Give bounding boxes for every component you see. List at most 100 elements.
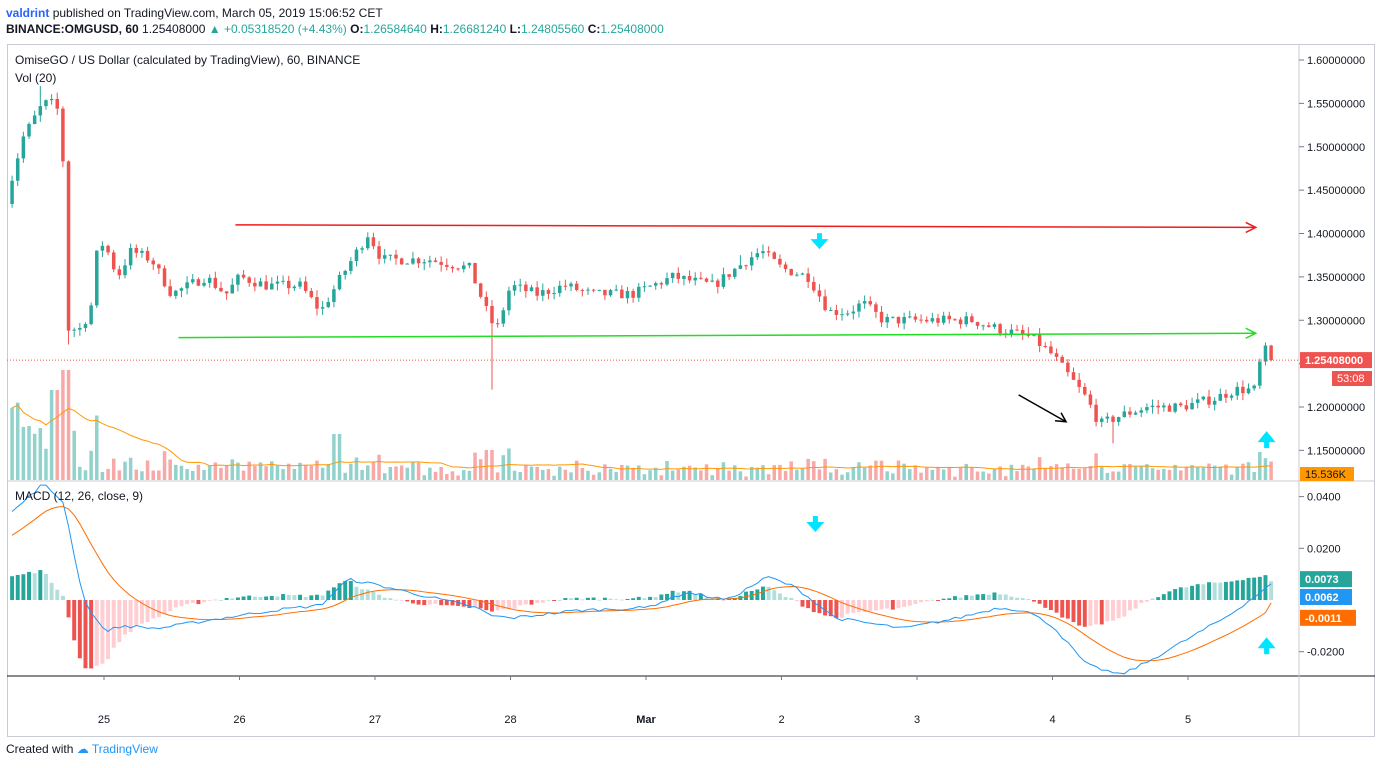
volume-bar <box>123 461 127 480</box>
volume-bar <box>693 467 697 480</box>
pane-titles: OmiseGO / US Dollar (calculated by Tradi… <box>15 53 360 503</box>
macd-histogram-bar <box>185 600 190 605</box>
macd-histogram-bar <box>681 591 686 600</box>
volume-bar <box>337 434 342 480</box>
macd-histogram-bar <box>427 600 432 605</box>
candlesticks <box>10 86 1273 444</box>
volume-bar <box>1207 463 1211 480</box>
macd-histogram-bar <box>168 600 173 612</box>
volume-bar <box>1190 465 1194 480</box>
macd-histogram-bar <box>885 600 890 609</box>
macd-histogram-bar <box>281 594 286 600</box>
macd-histogram-bar <box>580 599 585 601</box>
macd-histogram-bar <box>241 596 246 600</box>
macd-histogram-bar <box>473 600 478 608</box>
tradingview-brand-link[interactable]: TradingView <box>91 742 158 756</box>
candle-body <box>55 98 60 109</box>
volume-bar <box>981 471 985 480</box>
candle-body <box>563 285 568 287</box>
candle-body <box>1009 329 1014 334</box>
macd-line <box>11 484 1272 675</box>
volume-bar <box>529 466 534 480</box>
macd-histogram-bar <box>314 594 319 600</box>
macd-histogram-bar <box>235 597 240 600</box>
candle-body <box>360 248 364 250</box>
candle-body <box>72 329 76 331</box>
volume-bar <box>1269 461 1273 480</box>
candle-body <box>868 301 873 305</box>
macd-histogram-bar <box>557 599 562 601</box>
candle-body <box>388 254 393 256</box>
macd-histogram-bar <box>382 597 387 600</box>
candle-body <box>828 310 833 312</box>
author-link[interactable]: valdrint <box>6 6 50 20</box>
volume-bar <box>298 462 302 480</box>
volume-bar <box>676 469 681 480</box>
time-tick-label: 26 <box>233 714 245 726</box>
volume-bar <box>631 467 635 480</box>
volume-bar <box>21 426 26 480</box>
macd-histogram-bar <box>687 590 692 600</box>
macd-histogram-bar <box>619 599 624 601</box>
signal-last-label: -0.0011 <box>1305 613 1342 625</box>
volume-bar <box>1083 468 1087 480</box>
volume-bar <box>264 466 268 480</box>
volume-bar <box>541 469 545 480</box>
candle-body <box>179 288 184 291</box>
candle-body <box>1111 416 1115 422</box>
candle-body <box>191 279 195 283</box>
volume-bar <box>1111 471 1115 480</box>
macd-histogram-bar <box>258 597 263 600</box>
volume-bar <box>761 465 765 480</box>
candle-body <box>947 315 952 320</box>
volume-label-bg <box>1300 467 1354 481</box>
volume-bar <box>275 465 280 480</box>
volume-bar <box>727 470 731 480</box>
candle-body <box>416 258 421 264</box>
candle-body <box>569 283 573 287</box>
candle-body <box>411 258 415 264</box>
candle-body <box>428 260 432 263</box>
volume-bar <box>597 472 602 480</box>
candle-body <box>456 268 460 270</box>
volume-bar <box>382 473 387 480</box>
chart-canvas[interactable]: 1.60000000 1.55000000 1.50000000 1.45000000… <box>0 0 1381 742</box>
macd-histogram-bar <box>15 574 20 600</box>
candle-body <box>1122 411 1127 418</box>
volume-bar <box>55 390 60 480</box>
cyan-down-arrow-icon <box>806 516 825 533</box>
candle-body <box>1099 418 1104 422</box>
macd-histogram-bar <box>1020 598 1025 600</box>
grid-lines <box>7 45 1375 737</box>
volume-bar <box>721 462 726 480</box>
macd-histogram-bar <box>800 600 805 607</box>
candle-body <box>586 289 590 291</box>
macd-histogram-bar <box>1201 584 1206 600</box>
candle-body <box>783 264 788 270</box>
macd-histogram-bar <box>495 600 500 611</box>
candle-body <box>924 319 929 322</box>
price-tick-label: 1.35000000 <box>1307 272 1365 284</box>
macd-histogram-bar <box>1252 577 1257 600</box>
volume-bar <box>828 472 833 480</box>
volume-bar <box>1026 466 1031 480</box>
macd-histogram-bar <box>969 595 974 600</box>
volume-bar <box>501 455 506 480</box>
macd-histogram-bar <box>360 589 365 600</box>
candle-body <box>1201 396 1206 400</box>
candle-body <box>168 286 172 296</box>
price-tick-label: 1.60000000 <box>1307 55 1365 67</box>
macd-histogram-bar <box>106 600 111 660</box>
volume-bar <box>653 467 658 480</box>
time-tick-label: 28 <box>504 714 516 726</box>
candle-body <box>998 324 1002 334</box>
candle-body <box>264 281 268 290</box>
candle-body <box>1077 379 1081 387</box>
candle-body <box>840 314 844 316</box>
symbol-interval: BINANCE:OMGUSD, 60 <box>6 22 139 36</box>
volume-bar <box>1128 464 1132 480</box>
macd-histogram-bar <box>563 598 568 600</box>
candle-body <box>789 269 793 276</box>
macd-last-label: 0.0062 <box>1305 592 1339 604</box>
macd-histogram-bar <box>1246 577 1251 600</box>
